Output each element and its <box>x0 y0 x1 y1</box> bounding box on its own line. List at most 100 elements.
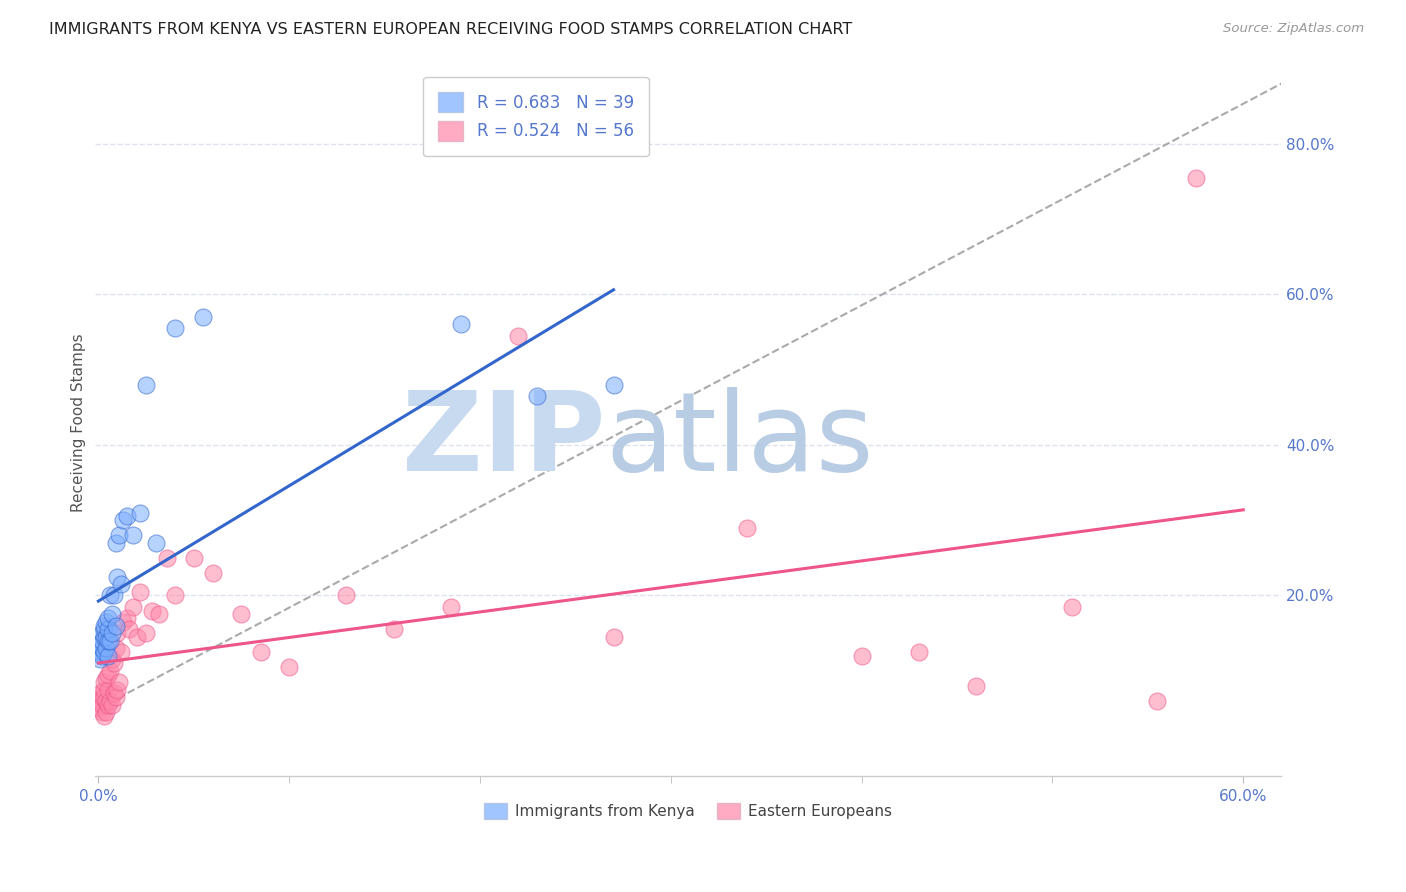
Point <box>145 536 167 550</box>
Point <box>93 709 115 723</box>
Point <box>908 645 931 659</box>
Point <box>110 577 132 591</box>
Point <box>98 664 121 678</box>
Point <box>183 550 205 565</box>
Point <box>602 377 624 392</box>
Point <box>98 589 121 603</box>
Point <box>94 615 117 629</box>
Point <box>115 509 138 524</box>
Point <box>100 652 122 666</box>
Point <box>1184 170 1206 185</box>
Point <box>121 599 143 614</box>
Point <box>108 528 131 542</box>
Point <box>91 648 114 663</box>
Point <box>163 589 186 603</box>
Point <box>735 521 758 535</box>
Text: IMMIGRANTS FROM KENYA VS EASTERN EUROPEAN RECEIVING FOOD STAMPS CORRELATION CHAR: IMMIGRANTS FROM KENYA VS EASTERN EUROPEA… <box>49 22 852 37</box>
Point <box>1060 599 1083 614</box>
Point <box>91 626 114 640</box>
Point <box>112 513 135 527</box>
Point <box>100 698 122 712</box>
Point <box>193 310 215 324</box>
Point <box>93 675 115 690</box>
Point <box>129 506 152 520</box>
Point <box>89 637 111 651</box>
Point <box>104 690 127 705</box>
Point <box>89 701 111 715</box>
Point <box>89 652 111 666</box>
Point <box>382 623 405 637</box>
Point <box>97 648 120 663</box>
Point <box>93 682 115 697</box>
Point <box>163 321 186 335</box>
Point <box>91 705 114 719</box>
Text: ZIP: ZIP <box>402 386 605 493</box>
Point <box>135 626 157 640</box>
Point <box>100 607 122 622</box>
Point <box>526 389 548 403</box>
Y-axis label: Receiving Food Stamps: Receiving Food Stamps <box>72 333 86 512</box>
Point <box>94 694 117 708</box>
Point <box>89 686 111 700</box>
Point <box>89 645 111 659</box>
Point <box>121 528 143 542</box>
Point <box>112 615 135 629</box>
Point <box>851 648 873 663</box>
Point <box>89 694 111 708</box>
Point <box>93 690 115 705</box>
Point <box>450 318 472 332</box>
Point <box>91 690 114 705</box>
Point <box>335 589 357 603</box>
Point <box>94 671 117 685</box>
Point <box>201 566 224 580</box>
Point <box>107 626 129 640</box>
Point <box>103 686 125 700</box>
Point <box>115 611 138 625</box>
Point <box>91 633 114 648</box>
Point <box>103 589 125 603</box>
Point <box>141 603 163 617</box>
Point <box>97 682 120 697</box>
Point <box>97 667 120 681</box>
Point <box>118 623 141 637</box>
Point <box>107 682 129 697</box>
Point <box>1146 694 1168 708</box>
Point <box>91 698 114 712</box>
Point <box>107 569 129 583</box>
Point <box>97 633 120 648</box>
Point <box>602 630 624 644</box>
Point <box>148 607 170 622</box>
Point <box>100 626 122 640</box>
Point <box>93 645 115 659</box>
Point <box>104 536 127 550</box>
Point <box>278 660 301 674</box>
Point <box>108 675 131 690</box>
Point <box>98 694 121 708</box>
Point <box>93 618 115 632</box>
Text: Source: ZipAtlas.com: Source: ZipAtlas.com <box>1223 22 1364 36</box>
Point <box>104 641 127 656</box>
Point <box>965 679 987 693</box>
Point <box>104 618 127 632</box>
Point <box>94 641 117 656</box>
Point <box>249 645 271 659</box>
Point <box>97 623 120 637</box>
Point <box>91 641 114 656</box>
Text: atlas: atlas <box>605 386 873 493</box>
Point <box>94 630 117 644</box>
Point <box>231 607 253 622</box>
Point <box>93 623 115 637</box>
Point <box>156 550 179 565</box>
Point <box>129 584 152 599</box>
Point <box>508 328 530 343</box>
Point <box>94 705 117 719</box>
Point <box>93 630 115 644</box>
Point <box>97 611 120 625</box>
Point <box>135 377 157 392</box>
Point <box>97 698 120 712</box>
Point <box>103 657 125 671</box>
Point <box>98 633 121 648</box>
Point <box>440 599 463 614</box>
Point <box>125 630 148 644</box>
Point <box>110 645 132 659</box>
